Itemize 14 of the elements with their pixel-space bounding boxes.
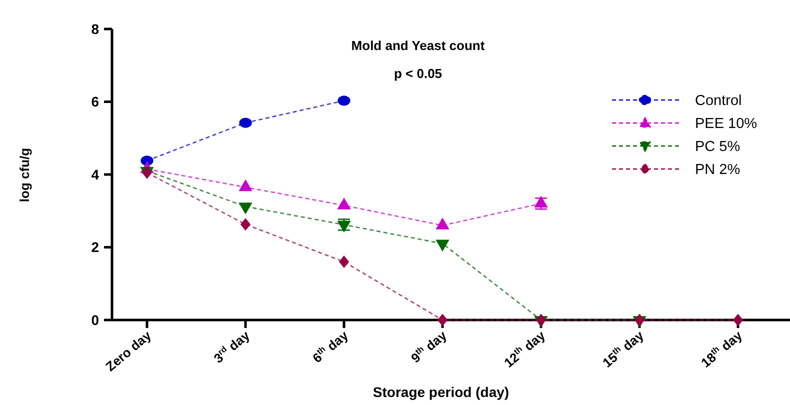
y-axis-title: log cfu/g [17,148,32,202]
text: Mold and Yeast count [351,38,486,53]
text: p < 0.05 [394,66,442,81]
x-tick-label: Zero day [102,327,155,374]
y-tick-label: 2 [91,239,100,256]
x-axis-title: Storage period (day) [372,384,510,400]
legend-label: Control [695,93,742,110]
legend-label: PN 2% [695,162,740,178]
y-tick-label: 0 [91,312,100,328]
legend-label: PEE 10% [695,116,758,132]
y-tick-label: 8 [91,20,100,37]
y-tick-label: 4 [91,166,100,182]
legend-label: PC 5% [695,139,740,156]
y-tick-label: 6 [91,94,100,110]
